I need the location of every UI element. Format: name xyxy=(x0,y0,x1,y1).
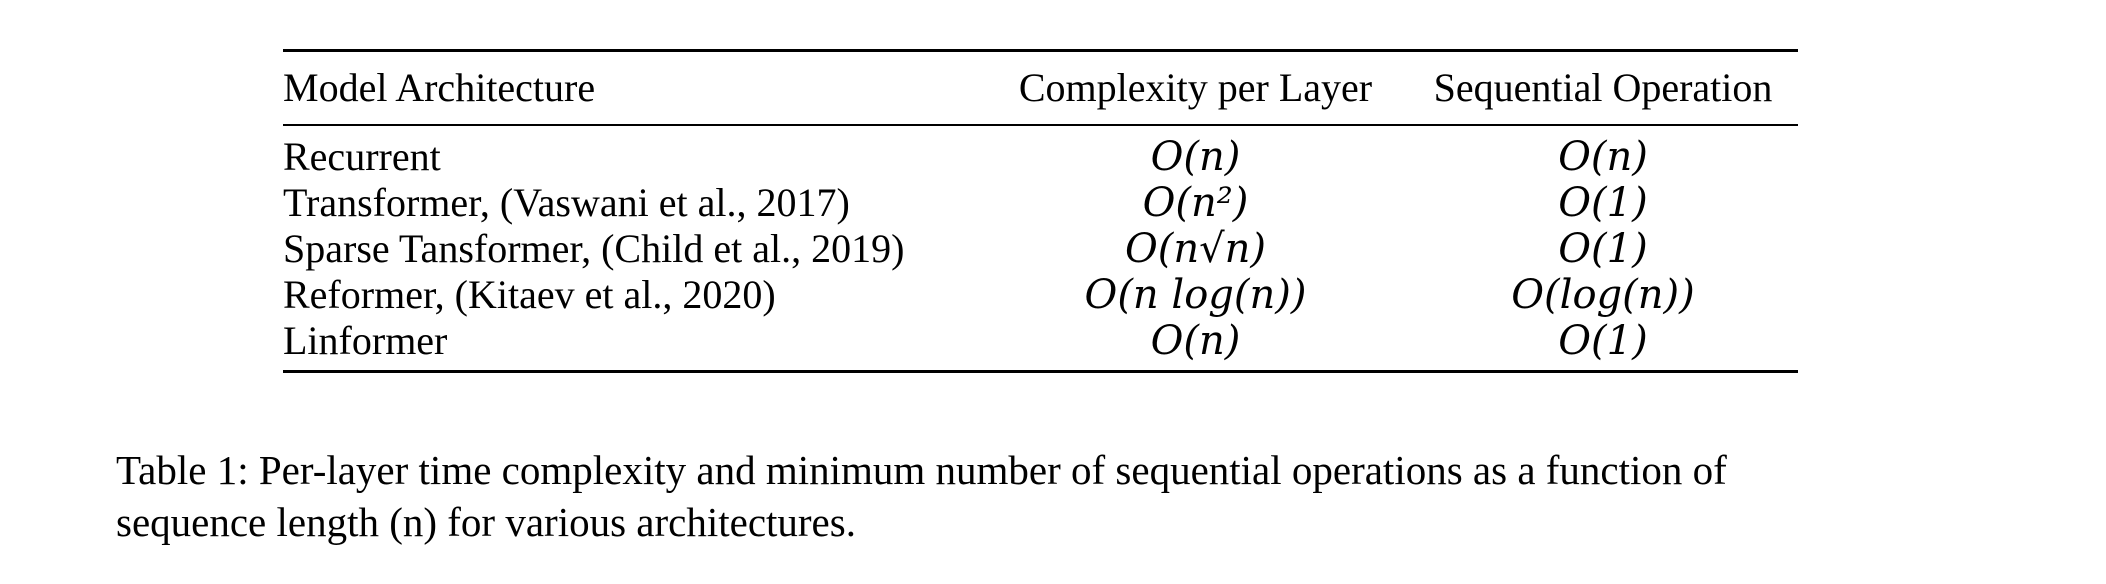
complexity-table: Model Architecture Complexity per Layer … xyxy=(283,49,1798,373)
cell-sequential: O(1) xyxy=(1558,318,1648,364)
table-header-rule xyxy=(283,124,1798,126)
table-row: Recurrent O(n) O(n) xyxy=(283,126,1798,180)
cell-sequential: O(n) xyxy=(1558,134,1648,180)
table-row: Linformer O(n) O(1) xyxy=(283,318,1798,370)
caption-label: Table 1: xyxy=(116,447,249,493)
cell-complexity: O(n) xyxy=(1150,134,1241,180)
header-complexity-per-layer: Complexity per Layer xyxy=(1018,65,1373,110)
cell-sequential: O(1) xyxy=(1558,226,1648,272)
table-row: Reformer, (Kitaev et al., 2020) O(n log(… xyxy=(283,272,1798,318)
cell-complexity: O(n) xyxy=(1150,318,1241,364)
cell-model: Sparse Tansformer, (Child et al., 2019) xyxy=(283,226,905,271)
cropped-previous-text xyxy=(0,0,2106,6)
header-model-architecture: Model Architecture xyxy=(283,65,596,110)
cell-sequential: O(log(n)) xyxy=(1511,272,1695,318)
cell-complexity: O(n log(n)) xyxy=(1084,272,1307,318)
cell-sequential: O(1) xyxy=(1558,180,1648,226)
cell-model: Recurrent xyxy=(283,134,441,179)
table-row: Sparse Tansformer, (Child et al., 2019) … xyxy=(283,226,1798,272)
table-bottom-rule xyxy=(283,370,1798,373)
cell-model: Transformer, (Vaswani et al., 2017) xyxy=(283,180,850,225)
caption-line-1: Per-layer time complexity and minimum nu… xyxy=(258,447,1727,493)
cell-model: Reformer, (Kitaev et al., 2020) xyxy=(283,272,776,317)
caption-line-2: sequence length (n) for various architec… xyxy=(116,499,856,545)
header-sequential-operation: Sequential Operation xyxy=(1433,65,1773,110)
cell-complexity: O(n√n) xyxy=(1124,226,1266,272)
table-caption: Table 1: Per-layer time complexity and m… xyxy=(116,444,2016,548)
cell-model: Linformer xyxy=(283,318,448,363)
table-row: Transformer, (Vaswani et al., 2017) O(n²… xyxy=(283,180,1798,226)
cell-complexity: O(n²) xyxy=(1142,180,1249,226)
table-top-rule xyxy=(283,49,1798,52)
table-header-row: Model Architecture Complexity per Layer … xyxy=(283,52,1798,124)
